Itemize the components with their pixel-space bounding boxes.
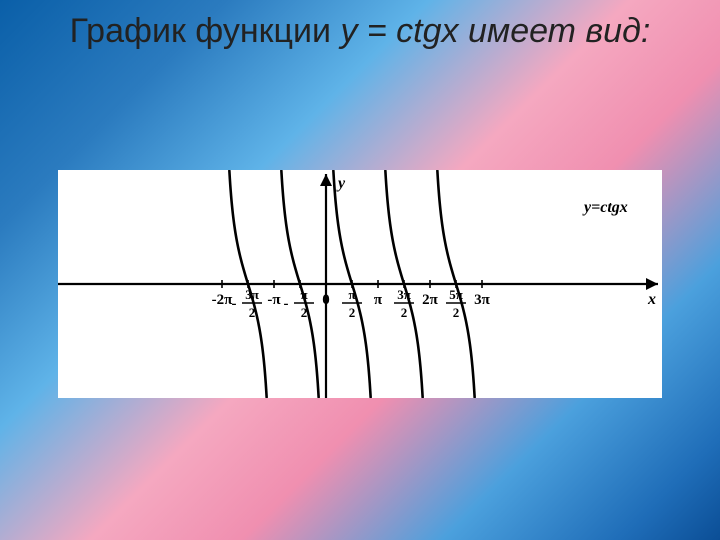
svg-text:π: π [374,292,383,308]
slide: { "title": { "prefix": "График функции "… [0,0,720,540]
title-prefix: График функции [70,12,341,50]
slide-title: График функции у = сtgx имеет вид: [0,0,720,51]
cotangent-chart: yxy=ctgx-2π3π2--ππ2-0π2π3π22π5π23π [58,170,662,398]
svg-text:-π: -π [267,292,281,308]
chart-svg: yxy=ctgx-2π3π2--ππ2-0π2π3π22π5π23π [58,170,662,398]
svg-text:-2π: -2π [212,292,233,308]
svg-text:-: - [232,296,237,312]
svg-text:3π: 3π [474,292,491,308]
svg-text:2: 2 [453,305,460,320]
svg-text:y=ctgx: y=ctgx [582,199,628,216]
svg-text:2: 2 [401,305,408,320]
svg-text:x: x [647,291,656,308]
title-formula: у = сtgx имеет вид: [340,12,650,50]
svg-text:2π: 2π [422,292,439,308]
svg-text:0: 0 [322,292,330,308]
svg-text:-: - [284,296,289,312]
svg-text:2: 2 [349,305,356,320]
svg-text:y: y [336,175,346,192]
